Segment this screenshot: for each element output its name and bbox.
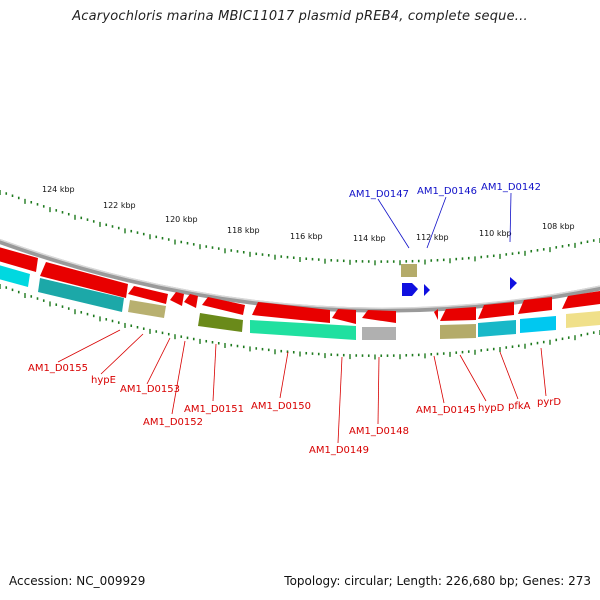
gene-feature (38, 278, 124, 312)
gene-feature (0, 265, 30, 287)
gene-feature (424, 284, 430, 296)
leader-line (171, 340, 186, 415)
gene-feature (0, 247, 38, 272)
gene-label: pyrD (537, 397, 561, 408)
gene-feature (250, 320, 356, 340)
leader-line (212, 343, 217, 402)
gene-feature (202, 297, 245, 315)
gene-label: pfkA (508, 401, 531, 412)
leader-line (459, 354, 487, 402)
inner-scale-ticks (0, 284, 600, 360)
gene-feature (401, 264, 417, 277)
gene-label: AM1_D0145 (416, 405, 476, 416)
leader-line (377, 356, 380, 425)
leader-line (540, 347, 547, 397)
label-leader-lines (57, 192, 547, 444)
gene-feature (518, 297, 552, 314)
gene-feature (440, 324, 476, 339)
gene-label: AM1_D0146 (417, 186, 477, 197)
gene-feature (128, 286, 168, 304)
gene-feature (40, 262, 128, 298)
gene-label: AM1_D0149 (309, 445, 369, 456)
gene-label: AM1_D0153 (120, 384, 180, 395)
reverse-gene-labels: AM1_D0155 hypE AM1_D0153 AM1_D0152 AM1_D… (28, 363, 561, 456)
leader-line (146, 337, 171, 385)
gene-feature (510, 277, 517, 290)
forward-gene-labels: AM1_D0147 AM1_D0146 AM1_D0142 (349, 182, 541, 200)
gene-feature (478, 320, 516, 337)
gene-label: AM1_D0147 (349, 189, 409, 200)
gene-feature (402, 283, 418, 296)
gene-feature (332, 309, 356, 324)
gene-label: AM1_D0151 (184, 404, 244, 415)
leader-line (426, 196, 447, 249)
gene-feature (362, 327, 396, 340)
gene-feature (562, 291, 600, 309)
gene-feature (520, 316, 556, 333)
gene-label: AM1_D0148 (349, 426, 409, 437)
reverse-gene-features (0, 247, 600, 324)
scale-label: 108 kbp (542, 222, 575, 231)
gene-feature (184, 294, 198, 308)
scale-label: 118 kbp (227, 226, 260, 235)
gene-label: AM1_D0152 (143, 417, 203, 428)
gene-label: AM1_D0142 (481, 182, 541, 193)
gene-feature (434, 309, 438, 320)
gene-label: AM1_D0150 (251, 401, 311, 412)
gene-label: AM1_D0155 (28, 363, 88, 374)
gene-feature (362, 310, 396, 323)
outer-scale-ticks (0, 190, 600, 266)
leader-line (100, 333, 144, 375)
gene-label: hypD (478, 403, 505, 414)
scale-label: 122 kbp (103, 201, 136, 210)
plasmid-backbone-highlight (0, 238, 600, 309)
scale-label: 124 kbp (42, 185, 75, 194)
leader-line (279, 351, 289, 399)
accession-text: Accession: NC_009929 (9, 574, 146, 588)
gene-feature (128, 300, 166, 318)
gene-feature (478, 302, 514, 319)
scale-label: 120 kbp (165, 215, 198, 224)
leader-line (337, 356, 343, 444)
leader-line (509, 192, 512, 243)
topology-summary: Topology: circular; Length: 226,680 bp; … (284, 574, 591, 588)
map-title: Acaryochloris marina MBIC11017 plasmid p… (72, 9, 528, 24)
gene-feature (566, 311, 600, 328)
gene-feature (440, 307, 476, 321)
secondary-gene-features (0, 265, 600, 340)
gene-feature (198, 313, 243, 332)
leader-line (499, 351, 519, 400)
scale-labels: 124 kbp 122 kbp 120 kbp 118 kbp 116 kbp … (42, 185, 575, 243)
gene-feature (252, 302, 330, 323)
gene-feature (170, 292, 184, 306)
leader-line (377, 198, 410, 249)
scale-label: 112 kbp (416, 233, 449, 242)
scale-label: 116 kbp (290, 232, 323, 241)
scale-label: 114 kbp (353, 234, 386, 243)
gene-label: hypE (91, 375, 116, 386)
leader-line (57, 329, 121, 363)
forward-gene-features (401, 264, 517, 296)
leader-line (433, 355, 445, 404)
scale-label: 110 kbp (479, 229, 512, 238)
